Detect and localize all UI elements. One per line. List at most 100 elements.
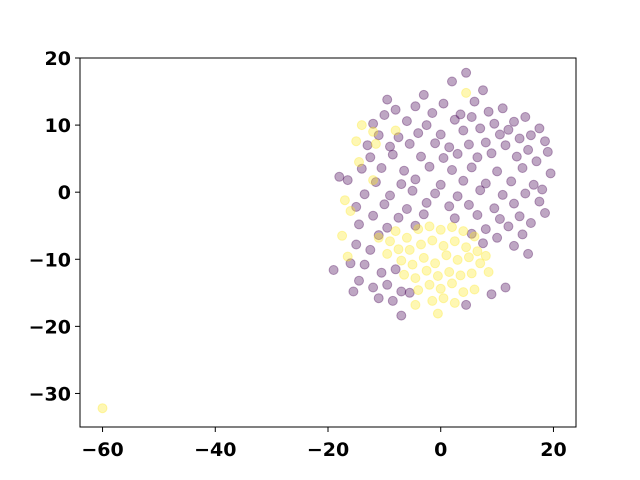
scatter-point: [410, 299, 421, 310]
scatter-point: [354, 275, 364, 286]
scatter-point: [509, 198, 519, 209]
scatter-point: [542, 146, 553, 157]
scatter-point: [399, 269, 410, 280]
scatter-point: [427, 295, 438, 306]
scatter-point: [435, 224, 446, 235]
scatter-point: [534, 123, 545, 134]
scatter-point: [534, 196, 545, 207]
scatter-point: [435, 179, 446, 190]
scatter-point: [435, 129, 446, 140]
scatter-point: [466, 162, 477, 173]
y-tick-label: −10: [29, 249, 71, 271]
y-tick-label: −20: [29, 316, 71, 338]
scatter-point: [430, 188, 441, 199]
scatter-point: [385, 190, 395, 201]
scatter-point: [458, 226, 469, 237]
scatter-point: [424, 279, 435, 290]
scatter-point: [463, 139, 474, 150]
scatter-point: [447, 165, 457, 175]
scatter-point: [517, 163, 528, 173]
scatter-point: [458, 125, 469, 136]
scatter-point: [418, 89, 429, 100]
scatter-point: [339, 195, 350, 206]
scatter-point: [416, 151, 426, 162]
scatter-point: [447, 222, 457, 233]
scatter-point: [540, 136, 550, 147]
scatter-point: [458, 175, 469, 186]
scatter-point: [463, 252, 474, 263]
scatter-point: [351, 239, 362, 250]
scatter-point: [480, 224, 491, 235]
scatter-point: [370, 177, 381, 188]
scatter-point: [452, 191, 463, 202]
scatter-point: [458, 287, 469, 298]
x-tick-label: −20: [307, 439, 349, 461]
scatter-point: [418, 209, 429, 220]
x-axis: −60 −40 −20 0 20: [81, 427, 567, 461]
scatter-point: [413, 128, 424, 139]
scatter-point: [432, 271, 443, 281]
scatter-point: [382, 279, 393, 290]
scatter-point: [401, 232, 412, 243]
scatter-point: [489, 118, 500, 129]
scatter-point: [545, 168, 556, 179]
scatter-point: [396, 286, 407, 297]
scatter-point: [497, 189, 508, 200]
scatter-point: [368, 210, 379, 221]
scatter-point: [396, 310, 407, 321]
scatter-point: [461, 299, 472, 310]
scatter-point: [385, 141, 395, 152]
scatter-point: [387, 295, 398, 306]
scatter-point: [497, 103, 508, 114]
scatter-point: [447, 278, 457, 289]
scatter-point: [401, 204, 412, 214]
scatter-point: [483, 267, 494, 277]
scatter-point: [503, 124, 514, 135]
scatter-point: [373, 130, 384, 141]
scatter-point: [424, 221, 435, 232]
scatter-point: [503, 221, 514, 232]
scatter-point: [489, 203, 500, 214]
scatter-point: [475, 123, 486, 134]
scatter-point: [342, 175, 353, 186]
scatter-point: [455, 270, 466, 281]
scatter-point: [466, 112, 477, 122]
scatter-point: [517, 229, 528, 240]
scatter-point: [370, 138, 381, 149]
scatter-point: [430, 258, 441, 269]
scatter-point: [449, 236, 460, 247]
scatter-point: [452, 148, 463, 159]
scatter-point: [531, 156, 542, 167]
scatter-point: [390, 104, 401, 115]
scatter-point: [494, 129, 505, 140]
scatter-point: [345, 206, 356, 216]
scatter-point: [382, 248, 393, 259]
scatter-point: [390, 264, 401, 275]
x-tick-label: −60: [81, 439, 123, 461]
scatter-point: [404, 244, 415, 255]
scatter-point: [449, 114, 460, 125]
scatter-point: [356, 120, 367, 131]
scatter-point: [354, 219, 364, 230]
scatter-point: [480, 250, 491, 261]
y-tick-label: 0: [58, 182, 71, 204]
scatter-point: [472, 210, 483, 220]
scatter-point: [401, 116, 412, 127]
y-tick-label: −30: [29, 383, 71, 405]
scatter-point: [444, 142, 455, 153]
scatter-point: [334, 171, 345, 182]
scatter-point: [393, 132, 404, 143]
scatter-points: [97, 67, 556, 414]
scatter-point: [463, 199, 474, 210]
scatter-point: [416, 239, 426, 250]
scatter-point: [390, 125, 401, 136]
scatter-point: [328, 265, 339, 275]
scatter-point: [466, 268, 477, 279]
scatter-point: [438, 153, 449, 163]
scatter-point: [354, 157, 364, 167]
scatter-point: [379, 199, 390, 210]
scatter-point: [368, 282, 379, 293]
scatter-point: [387, 149, 398, 160]
scatter-point: [432, 308, 443, 319]
scatter-point: [486, 148, 497, 159]
